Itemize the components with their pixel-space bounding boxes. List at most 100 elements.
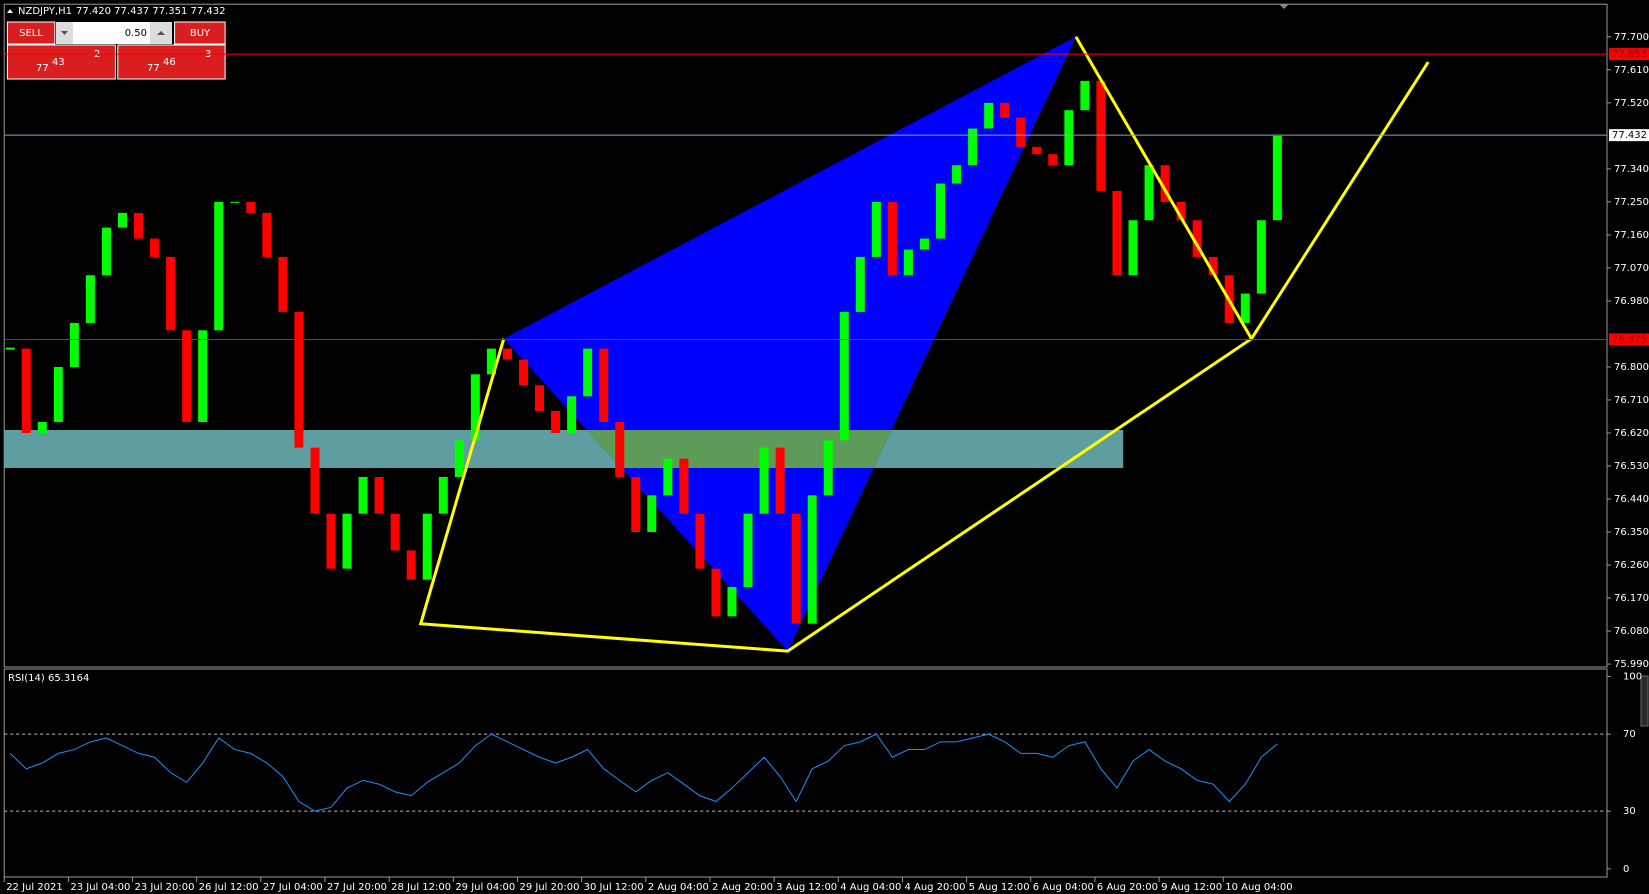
y-tick-label: 77.610 <box>1614 65 1649 76</box>
x-tick-label: 30 Jul 12:00 <box>584 882 644 893</box>
symbol: NZDJPY,H1 <box>18 6 72 17</box>
candle <box>775 447 785 514</box>
price-level-box <box>1609 48 1649 61</box>
ask-box[interactable] <box>117 44 226 80</box>
candle <box>1128 220 1138 276</box>
y-tick-label: 76.710 <box>1614 395 1649 406</box>
candle <box>358 476 368 514</box>
candle <box>1176 201 1186 221</box>
candle <box>759 447 769 514</box>
y-tick-label: 76.440 <box>1614 494 1649 505</box>
bid-prefix: 77 <box>36 63 49 74</box>
collapse-icon[interactable] <box>7 9 13 13</box>
x-tick-label: 27 Jul 20:00 <box>327 882 387 893</box>
candle <box>551 410 561 433</box>
y-tick-label: 76.620 <box>1614 428 1649 439</box>
yellow-line <box>1074 36 1253 340</box>
candle <box>5 347 15 350</box>
candles <box>5 80 1282 624</box>
trade-panel: SELL 0.50 BUY 77 43 2 77 46 3 <box>6 21 226 80</box>
bid-box[interactable] <box>6 44 116 80</box>
candle <box>1080 80 1090 111</box>
candle <box>101 227 111 276</box>
x-tick-label: 28 Jul 12:00 <box>391 882 451 893</box>
x-tick-label: 2 Aug 20:00 <box>712 882 773 893</box>
sell-button[interactable] <box>6 21 56 45</box>
candle <box>535 385 545 411</box>
lot-field[interactable] <box>73 22 150 44</box>
candle <box>1144 165 1154 221</box>
buy-button[interactable] <box>174 21 226 45</box>
candle <box>599 348 609 422</box>
lot-value: 0.50 <box>125 28 147 39</box>
candle <box>85 275 95 323</box>
y-tick-label: 77.520 <box>1614 98 1649 109</box>
candle <box>310 447 320 514</box>
candle <box>198 330 208 422</box>
harmonic-triangle <box>503 36 1076 652</box>
candle <box>871 201 881 257</box>
candle <box>727 587 737 617</box>
lot-up-icon <box>157 31 165 35</box>
rsi-panel <box>3 668 1608 878</box>
y-tick-label: 77.070 <box>1614 263 1649 274</box>
candle <box>936 183 946 239</box>
candle <box>1032 146 1042 155</box>
candle <box>1192 220 1202 257</box>
candle <box>839 311 849 441</box>
price-level-label: 76.875 <box>1612 334 1647 345</box>
ask-big: 46 <box>163 57 176 68</box>
candle <box>1272 135 1282 221</box>
price-level-label: 77.653 <box>1612 49 1647 60</box>
candle <box>1064 110 1074 166</box>
x-tick-label: 4 Aug 04:00 <box>840 882 901 893</box>
candle <box>952 165 962 184</box>
candle <box>583 348 593 397</box>
candle <box>374 476 384 514</box>
x-tick-label: 6 Aug 04:00 <box>1033 882 1094 893</box>
candle <box>166 256 176 331</box>
rsi-line <box>9 733 1278 812</box>
quote: 77.420 77.437 77.351 77.432 <box>76 6 226 17</box>
x-tick-label: 10 Aug 04:00 <box>1225 882 1292 893</box>
candle <box>486 348 496 375</box>
candle <box>823 440 833 496</box>
candle <box>807 495 817 624</box>
candle <box>1112 190 1122 276</box>
candle <box>711 568 721 617</box>
y-tick-label: 76.800 <box>1614 362 1649 373</box>
x-tick-label: 29 Jul 04:00 <box>455 882 515 893</box>
scrollbar[interactable] <box>1640 675 1649 727</box>
x-tick-label: 6 Aug 20:00 <box>1097 882 1158 893</box>
shift-marker <box>1279 4 1289 9</box>
candle <box>1256 220 1266 294</box>
price-level-box <box>1609 129 1649 142</box>
lot-down-icon <box>61 31 68 35</box>
candle <box>855 256 865 312</box>
candle <box>230 201 240 203</box>
candle <box>567 396 577 433</box>
y-tick-label: 76.980 <box>1614 296 1649 307</box>
candle <box>631 476 641 533</box>
y-tick-label: 76.530 <box>1614 461 1649 472</box>
zone <box>4 430 1124 468</box>
candle <box>246 201 256 213</box>
candle <box>1208 256 1218 276</box>
yellow-line <box>418 61 1430 653</box>
buy-label: BUY <box>190 28 211 39</box>
y-tick-label: 77.700 <box>1614 32 1649 43</box>
candle <box>791 513 801 624</box>
candle <box>502 348 512 360</box>
candle <box>1048 154 1058 166</box>
candle <box>615 421 625 477</box>
x-tick-label: 23 Jul 20:00 <box>135 882 195 893</box>
candle <box>406 550 416 580</box>
candle <box>887 201 897 276</box>
candle <box>21 348 31 433</box>
candle <box>262 212 272 257</box>
price-level-label: 77.432 <box>1612 130 1647 141</box>
x-tick-label: 4 Aug 20:00 <box>904 882 965 893</box>
candle <box>647 495 657 533</box>
